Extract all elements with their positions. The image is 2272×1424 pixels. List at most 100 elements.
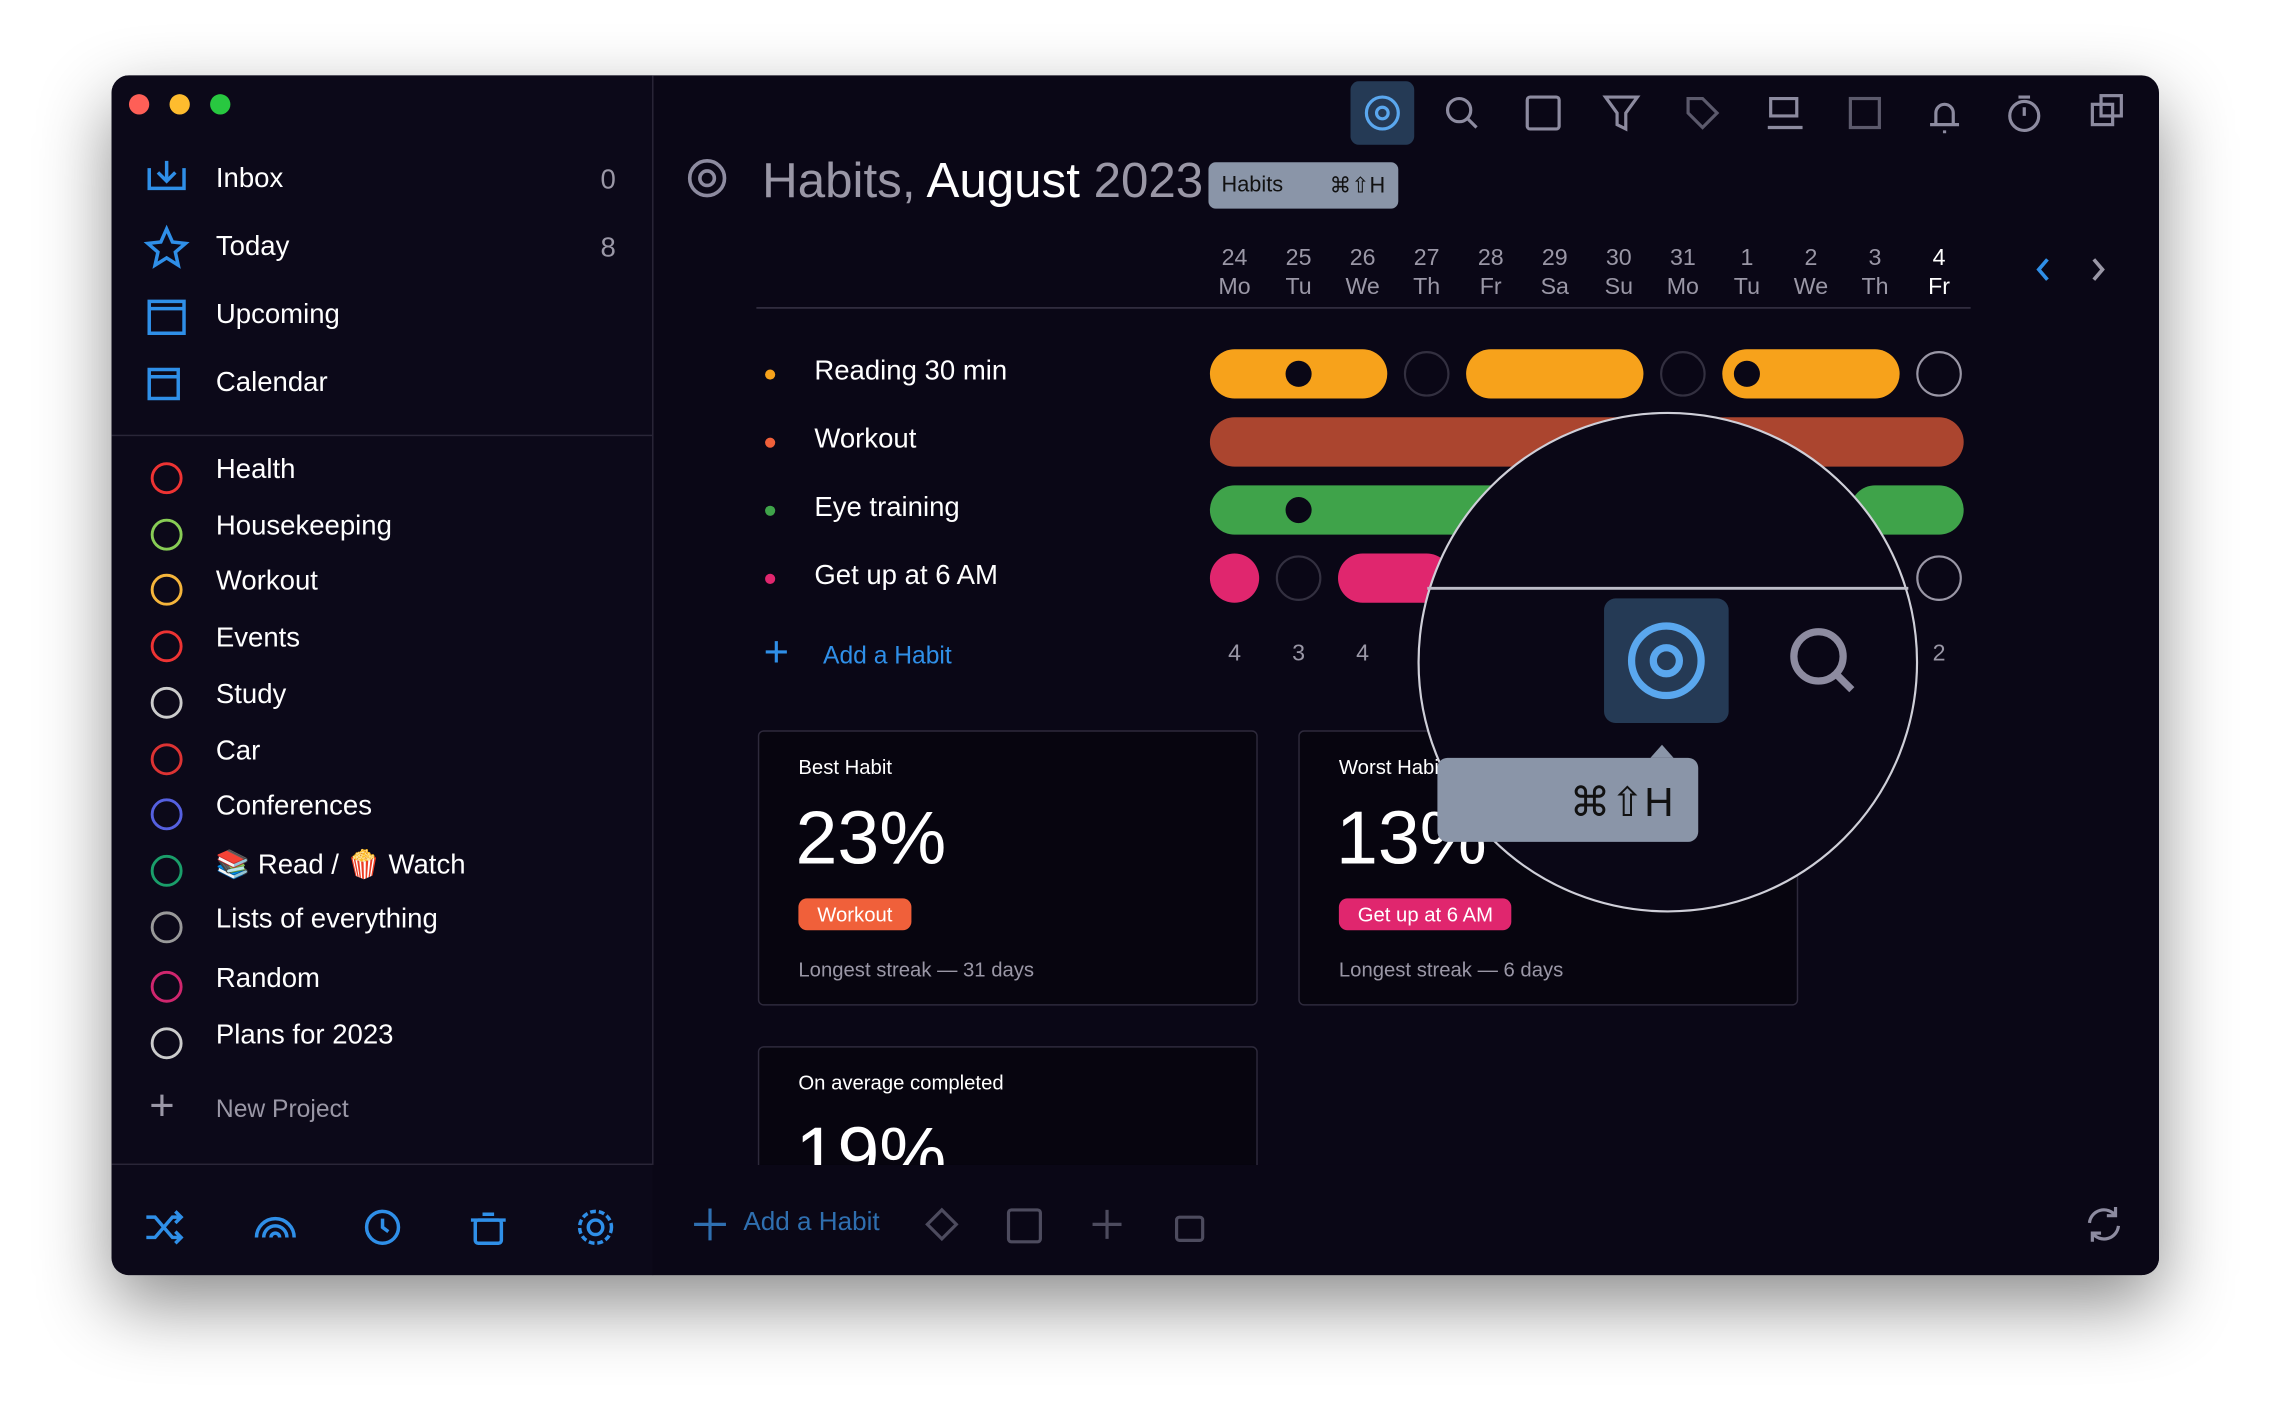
habit-bullet (765, 369, 776, 380)
chain-part (1466, 349, 1644, 399)
chain-part (1916, 555, 1962, 601)
project-icon (150, 518, 183, 551)
day-name: Sa (1540, 275, 1569, 300)
day-name: Th (1413, 275, 1441, 300)
project-item[interactable]: Workout (215, 567, 318, 598)
day-date: 30 (1605, 246, 1632, 271)
habit-chains (1209, 349, 1964, 603)
nav-count: 8 (600, 233, 616, 264)
day-count: 4 (1228, 641, 1242, 667)
bottom-bar (652, 1164, 2160, 1276)
nav-count: 0 (600, 165, 616, 196)
sidebar-toolbar[interactable] (141, 1206, 634, 1249)
day-date: 27 (1413, 246, 1440, 271)
page-title: Habits, August 2023 (762, 154, 1203, 211)
project-icon (150, 971, 183, 1004)
habit-bullet (765, 437, 776, 448)
week-nav[interactable] (2024, 252, 2111, 287)
footer-add-habit[interactable]: Add a Habit (743, 1207, 880, 1236)
card-value: 23% (795, 796, 947, 881)
project-icon (150, 798, 183, 831)
nav-icon (147, 299, 186, 336)
chain-part (1285, 497, 1312, 524)
nav-icon (143, 224, 190, 269)
chain-part (1209, 553, 1260, 603)
nav-item[interactable]: Upcoming (215, 299, 340, 331)
day-name: We (1345, 275, 1380, 300)
project-icon (150, 854, 183, 887)
nav-item[interactable]: Inbox (215, 163, 284, 195)
card-title: Worst Habit (1338, 754, 1445, 779)
day-name: Tu (1285, 275, 1312, 300)
project-item[interactable]: Health (215, 454, 296, 486)
nav-icon (147, 160, 186, 191)
day-date: 1 (1740, 246, 1754, 271)
card-tag: Workout (798, 898, 912, 931)
day-name: Fr (1479, 275, 1502, 300)
project-item[interactable]: Study (215, 679, 287, 710)
sync-icon[interactable] (2082, 1203, 2125, 1246)
chain-part (1850, 485, 1964, 535)
project-icon (150, 742, 183, 775)
habit-name[interactable]: Get up at 6 AM (814, 560, 998, 592)
habit-bullet (765, 505, 776, 516)
chain-part (1733, 360, 1760, 387)
day-date: 26 (1349, 246, 1376, 271)
day-count: 4 (1356, 641, 1370, 667)
magnified-shortcut: ⌘⇧H (1570, 779, 1674, 825)
new-project-icon: + (149, 1082, 175, 1131)
project-icon (150, 1027, 183, 1060)
tooltip: Habits ⌘⇧H (1208, 162, 1399, 209)
chain-part (1916, 351, 1962, 397)
day-name: Su (1604, 275, 1633, 300)
card-tag: Get up at 6 AM (1338, 898, 1512, 931)
traffic-lights (128, 94, 231, 115)
habit-name[interactable]: Reading 30 min (814, 356, 1008, 387)
card-streak: Longest streak — 6 days (1338, 957, 1564, 981)
project-item[interactable]: Lists of everything (215, 903, 438, 935)
project-icon (150, 686, 183, 719)
day-date: 28 (1477, 246, 1504, 271)
chain-part (1285, 360, 1312, 387)
day-name: We (1793, 275, 1829, 300)
add-habit-icon: + (763, 628, 790, 677)
project-item[interactable]: Events (215, 623, 301, 654)
top-toolbar[interactable] (1350, 81, 2132, 145)
project-item[interactable]: Car (215, 735, 261, 766)
day-date: 24 (1221, 246, 1248, 271)
card-streak: Longest streak — 31 days (798, 957, 1035, 981)
day-name: Mo (1218, 275, 1251, 300)
nav-icon (147, 367, 180, 401)
habit-name[interactable]: Eye training (814, 492, 960, 524)
day-date: 2 (1804, 246, 1818, 271)
chain-part (1722, 349, 1900, 399)
project-item[interactable]: Random (215, 964, 320, 995)
habits-icon (687, 159, 727, 198)
project-icon (150, 462, 183, 495)
add-habit[interactable]: Add a Habit (823, 641, 952, 670)
project-item[interactable]: 📚 Read / 🍿 Watch (215, 850, 466, 881)
card-title: On average completed (798, 1070, 1004, 1094)
chain-part (1275, 555, 1322, 601)
project-item[interactable]: Housekeeping (215, 511, 392, 542)
tooltip-label: Habits (1221, 172, 1284, 198)
project-icon (150, 630, 183, 663)
card-title: Best Habit (798, 754, 892, 779)
day-date: 29 (1541, 246, 1568, 271)
project-item[interactable]: Plans for 2023 (215, 1020, 394, 1051)
nav-item[interactable]: Today (215, 231, 290, 263)
project-icon (150, 910, 183, 943)
bottom-toolbar[interactable] (691, 1203, 1213, 1246)
habit-name[interactable]: Workout (814, 424, 917, 455)
day-date: 3 (1868, 246, 1882, 271)
new-project[interactable]: New Project (215, 1095, 349, 1123)
day-count: 2 (1932, 641, 1946, 667)
day-date: 31 (1669, 246, 1696, 271)
day-count: 3 (1292, 641, 1306, 667)
project-item[interactable]: Conferences (215, 791, 373, 822)
habit-bullet (765, 573, 776, 584)
title-part: 2023 (1093, 153, 1204, 209)
window: Inbox 0 Today 8 Upcoming Calendar Health Housek… (111, 75, 2160, 1276)
nav-item[interactable]: Calendar (215, 368, 328, 399)
